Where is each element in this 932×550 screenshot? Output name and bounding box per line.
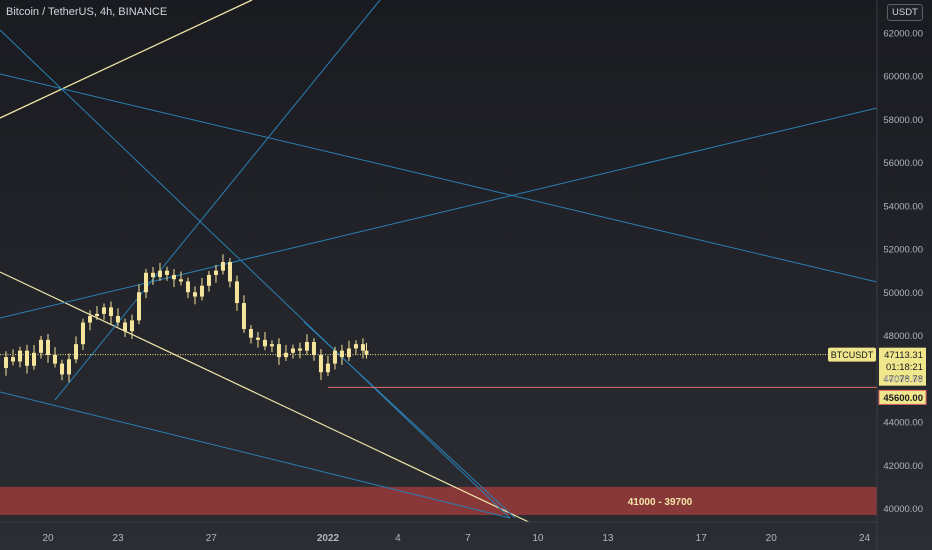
candle-body (136, 292, 141, 321)
demand-zone[interactable] (0, 486, 877, 515)
x-tick-label: 20 (42, 533, 54, 544)
candle-body (213, 270, 218, 275)
candle-body (206, 274, 211, 286)
trend-line-blue-6[interactable] (303, 321, 516, 519)
candle-body (185, 281, 190, 293)
candle-body (241, 303, 246, 330)
candle-body (108, 307, 113, 317)
countdown-label: 01:18:21 (886, 362, 923, 373)
candle-body (178, 279, 183, 282)
candle-body (192, 292, 197, 297)
candle-body (325, 363, 330, 373)
candle-body (157, 270, 162, 278)
candle-body (164, 270, 169, 275)
x-tick-label: 10 (532, 533, 544, 544)
candle-body (18, 350, 23, 362)
y-tick-label: 60000.00 (883, 72, 923, 83)
candle-body (255, 337, 260, 340)
candle-body (59, 363, 64, 375)
candle-body (25, 350, 30, 366)
trend-line-yellow-2[interactable] (0, 271, 535, 525)
candle-body (318, 354, 323, 373)
candle-body (360, 344, 365, 351)
candle-body (87, 316, 92, 323)
trend-line-blue-5[interactable] (54, 0, 381, 401)
candle-body (276, 344, 281, 358)
y-tick-label: 52000.00 (883, 245, 923, 256)
y-tick-label: 62000.00 (883, 28, 923, 39)
candle-body (346, 348, 351, 358)
candle-body (227, 261, 232, 282)
candle-body (122, 322, 127, 332)
y-tick-label: 54000.00 (883, 201, 923, 212)
candle-body (52, 354, 57, 364)
y-tick-label: 56000.00 (883, 158, 923, 169)
x-tick-label: 24 (859, 533, 871, 544)
candle-body (339, 350, 344, 358)
currency-badge[interactable]: USDT (887, 4, 923, 21)
candle-body (364, 350, 369, 355)
x-tick-label: 23 (112, 533, 124, 544)
candle-body (290, 348, 295, 353)
y-tick-label: 50000.00 (883, 288, 923, 299)
candle-body (32, 352, 37, 366)
x-tick-label: 13 (602, 533, 614, 544)
x-tick-label: 4 (395, 533, 401, 544)
candle-body (248, 329, 253, 338)
x-tick-label: 7 (465, 533, 471, 544)
last-price-label: 47113.31 (884, 350, 923, 361)
trend-line-blue-1[interactable] (0, 73, 877, 283)
candle-body (4, 357, 9, 368)
trend-line-blue-2[interactable] (0, 29, 511, 519)
candle-body (304, 341, 309, 351)
y-tick-label: 42000.00 (883, 461, 923, 472)
support-level-label: 45600.00 (883, 393, 923, 404)
y-tick-label: 40000.00 (883, 504, 923, 515)
candle-body (115, 316, 120, 323)
y-tick-label: 44000.00 (883, 418, 923, 429)
candle-body (150, 272, 155, 278)
y-tick-label: 58000.00 (883, 115, 923, 126)
x-tick-label: 17 (696, 533, 708, 544)
x-tick-label: 20 (766, 533, 778, 544)
candle-body (353, 344, 358, 349)
candle-body (80, 322, 85, 345)
candle-body (73, 344, 78, 360)
candle-body (220, 261, 225, 271)
trend-line-yellow-1[interactable] (0, 0, 253, 119)
candle-body (171, 274, 176, 280)
demand-zone-label: 41000 - 39700 (628, 497, 693, 508)
x-tick-label: 27 (206, 533, 218, 544)
symbol-tag[interactable] (828, 347, 876, 362)
candle-body (234, 281, 239, 304)
chart-title: Bitcoin / TetherUS, 4h, BINANCE (6, 6, 168, 18)
last-price-box (879, 347, 926, 386)
symbol-tag-label: BTCUSDT (831, 350, 874, 360)
candle-body (262, 339, 267, 347)
trend-line-blue-3[interactable] (0, 391, 511, 519)
support-level-outline (878, 389, 927, 405)
candle-body (46, 339, 50, 355)
candle-body (129, 320, 134, 332)
candle-body (199, 285, 204, 297)
support-level-box (879, 390, 926, 405)
candle-body (94, 313, 99, 317)
last-price-sub-label: 47078.78 (883, 374, 923, 385)
candle-body (311, 341, 316, 355)
candle-body (11, 357, 16, 362)
candle-body (66, 359, 71, 375)
candle-body (297, 348, 302, 351)
x-tick-label: 2022 (317, 533, 340, 544)
candle-body (269, 344, 274, 347)
y-tick-label: 46000.00 (883, 374, 923, 385)
candle-body (101, 307, 106, 314)
candle-body (39, 339, 44, 353)
candle-body (332, 350, 337, 364)
candle-body (143, 272, 148, 293)
y-tick-label: 48000.00 (883, 331, 923, 342)
